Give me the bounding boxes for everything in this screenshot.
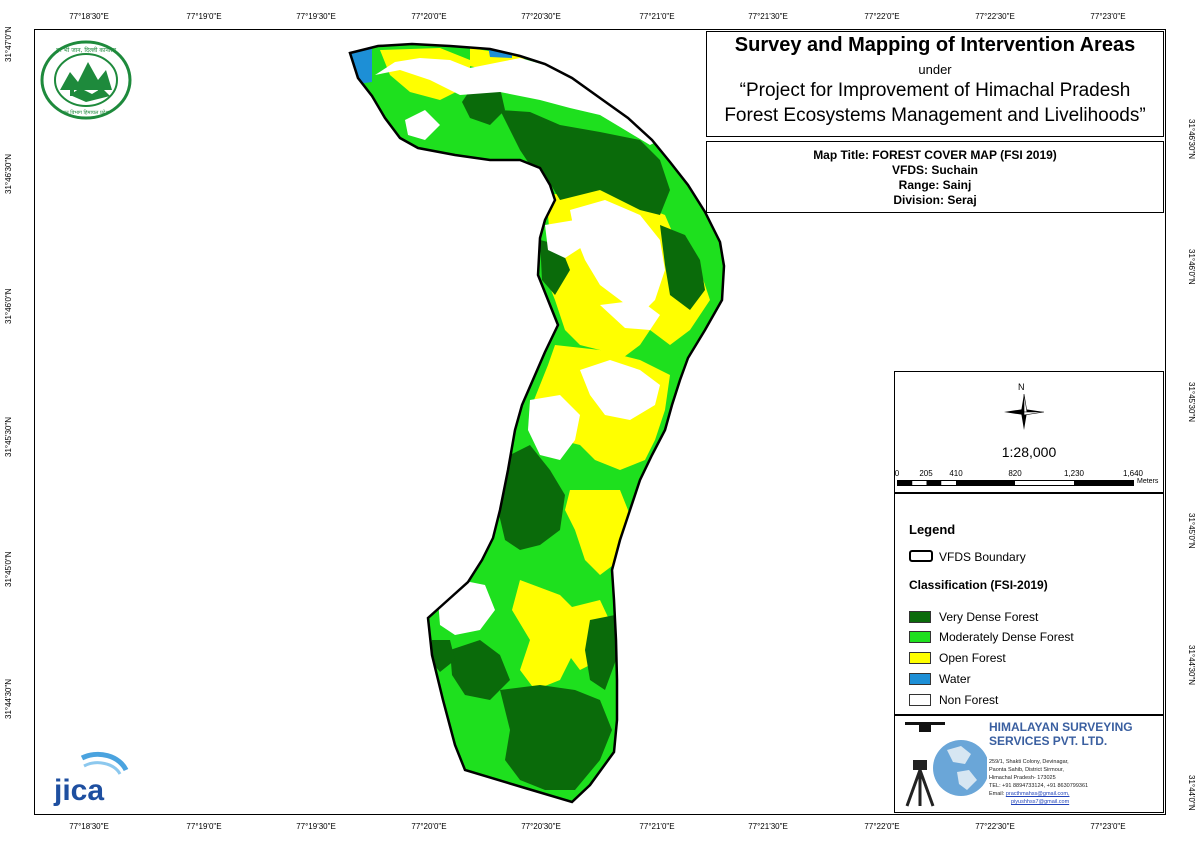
non-forest-patches	[375, 58, 665, 635]
company-name-line-2: SERVICES PVT. LTD.	[989, 734, 1108, 748]
top-grid-label: 77°21'30"E	[748, 12, 788, 21]
boundary-swatch	[909, 550, 933, 562]
title-block: Survey and Mapping of Intervention Areas…	[706, 31, 1164, 137]
legend-swatch	[909, 673, 931, 685]
bottom-grid-label: 77°20'30"E	[521, 822, 561, 831]
address-line: TEL: +91 8894733124, +91 8630799361	[989, 783, 1089, 789]
top-grid-label: 77°22'30"E	[975, 12, 1015, 21]
jica-text: jica	[53, 774, 104, 807]
vfds-name: VFDS: Suchain	[891, 163, 978, 177]
address-line: 259/1, Shakti Colony, Devinagar,	[989, 759, 1069, 765]
legend-swatch	[909, 652, 931, 664]
legend-class-label: Water	[939, 672, 971, 686]
scale-ratio: 1:28,000	[1001, 444, 1057, 460]
logo-top-text: हर भी जान, दिल्ली कानाला	[56, 46, 116, 54]
top-grid-label: 77°19'30"E	[296, 12, 336, 21]
scale-tick-label: 1,640	[1122, 469, 1144, 478]
bottom-grid-label: 77°18'30"E	[69, 822, 109, 831]
legend-swatch	[909, 631, 931, 643]
main-title: Survey and Mapping of Intervention Areas	[734, 34, 1136, 56]
legend-class-label: Non Forest	[939, 693, 999, 707]
bottom-grid-label: 77°20'0"E	[411, 822, 447, 831]
top-grid-label: 77°21'0"E	[639, 12, 675, 21]
email-link-2[interactable]: piyushhss7@gmail.com	[1011, 799, 1070, 805]
scale-tick-label: 1,230	[1063, 469, 1085, 478]
logo-bottom-text: वन विभाग हिमाचल प्रदेश	[63, 109, 109, 116]
email-label: Email:	[989, 791, 1005, 797]
hp-forest-department-logo: हर भी जान, दिल्ली कानाला वन विभाग हिमाचल…	[40, 40, 132, 120]
forest-cover-raster	[350, 44, 724, 802]
surveying-logo-icon	[905, 722, 987, 807]
legend-class-label: Very Dense Forest	[939, 610, 1039, 624]
scale-tick-label: 0	[894, 469, 900, 478]
bottom-grid-label: 77°22'30"E	[975, 822, 1015, 831]
legend-class-label: Open Forest	[939, 651, 1006, 665]
north-label: N	[1018, 382, 1025, 392]
range-name: Range: Sainj	[898, 178, 972, 192]
bottom-grid-label: 77°19'30"E	[296, 822, 336, 831]
top-grid-label: 77°20'30"E	[521, 12, 561, 21]
bottom-grid-label: 77°23'0"E	[1090, 822, 1126, 831]
top-grid-label: 77°23'0"E	[1090, 12, 1126, 21]
map-info-block: Map Title: FOREST COVER MAP (FSI 2019) V…	[706, 141, 1164, 213]
top-grid-label: 77°18'30"E	[69, 12, 109, 21]
project-line-1: “Project for Improvement of Himachal Pra…	[739, 80, 1131, 101]
project-line-2: Forest Ecosystems Management and Livelih…	[724, 105, 1146, 126]
legend-box: Legend VFDS Boundary Classification (FSI…	[894, 493, 1164, 715]
company-name-line-1: HIMALAYAN SURVEYING	[989, 720, 1133, 734]
legend-swatch	[909, 611, 931, 623]
scale-unit: Meters	[1137, 478, 1159, 485]
title-under: under	[918, 62, 952, 77]
email-link-1[interactable]: practhmahss@gmail.com,	[1005, 791, 1070, 797]
bottom-grid-label: 77°21'30"E	[748, 822, 788, 831]
company-address: 259/1, Shakti Colony, Devinagar, Paonta …	[989, 758, 1088, 806]
division-name: Division: Seraj	[893, 193, 977, 207]
scale-box: N 1:28,000 0 205 410 820 1,230 1,640 Meters	[894, 371, 1164, 493]
scale-bar	[897, 480, 1134, 486]
legend-class-label: Moderately Dense Forest	[939, 630, 1074, 644]
top-grid-label: 77°20'0"E	[411, 12, 447, 21]
map-frame	[34, 29, 1166, 815]
top-grid-label: 77°19'0"E	[186, 12, 222, 21]
jica-logo: jica	[53, 751, 129, 807]
legend-swatch	[909, 694, 931, 706]
bottom-grid-label: 77°22'0"E	[864, 822, 900, 831]
legend-title: Legend	[909, 522, 956, 537]
very-dense-forest-patches	[430, 88, 705, 790]
north-arrow-icon	[1004, 393, 1045, 430]
scale-tick-label: 410	[949, 469, 963, 478]
scale-tick-label: 205	[919, 469, 933, 478]
top-grid-label: 77°22'0"E	[864, 12, 900, 21]
map-title: Map Title: FOREST COVER MAP (FSI 2019)	[813, 148, 1057, 162]
classification-title: Classification (FSI-2019)	[909, 578, 1048, 592]
address-line: Himachal Pradesh- 173025	[989, 775, 1056, 781]
company-box: HIMALAYAN SURVEYING SERVICES PVT. LTD. 2…	[894, 715, 1164, 813]
boundary-label: VFDS Boundary	[939, 550, 1026, 564]
vfds-boundary-outline	[348, 42, 726, 804]
bottom-grid-label: 77°21'0"E	[639, 822, 675, 831]
address-line: Paonta Sahib, District Sirmour,	[989, 767, 1064, 773]
scale-tick-label: 820	[1008, 469, 1022, 478]
bottom-grid-label: 77°19'0"E	[186, 822, 222, 831]
